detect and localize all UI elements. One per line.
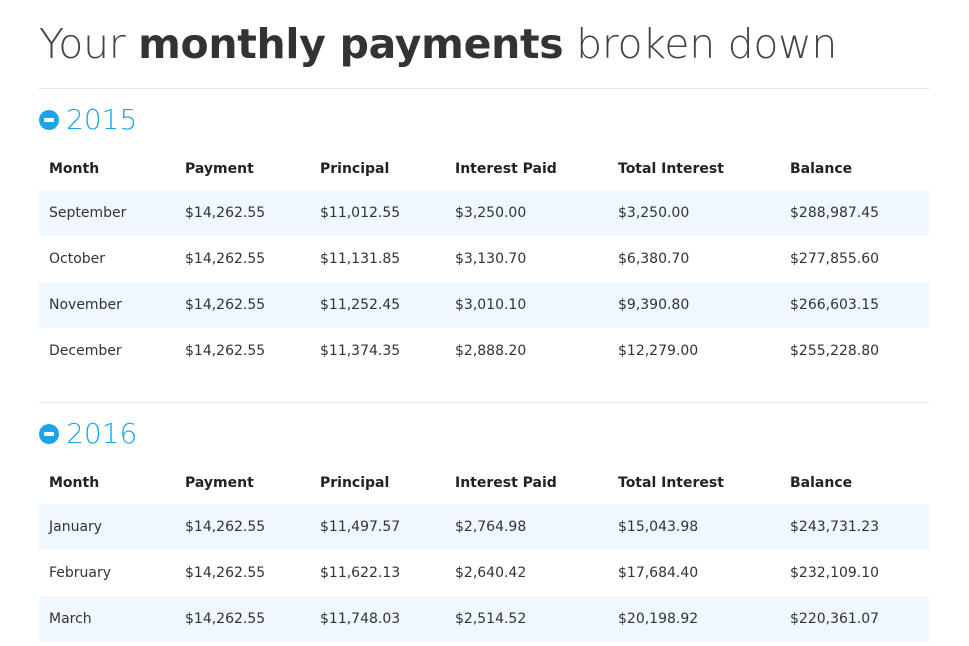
table-cell: $14,262.55 <box>175 282 310 328</box>
table-cell: $6,380.70 <box>618 251 690 267</box>
table-row: September $14,262.55 $11,012.55 $3,250.00 $3… <box>39 190 929 236</box>
table-cell: $277,855.60 <box>790 251 880 267</box>
table-row: January $14,262.55 $11,497.57 $2,764.98 $15,… <box>39 504 929 550</box>
table-cell: $11,622.13 <box>320 565 401 581</box>
table-cell: $11,252.45 <box>310 282 445 328</box>
payments-breakdown: Your monthly payments broken down 2015 Mo… <box>39 0 929 642</box>
column-header: Total Interest <box>618 161 724 177</box>
column-header: Payment <box>185 161 254 177</box>
table-cell: January <box>39 504 175 550</box>
table-cell: $220,361.07 <box>780 596 929 642</box>
title-bold: monthly payments <box>138 20 564 68</box>
table-cell: $14,262.55 <box>185 343 266 359</box>
column-header: Balance <box>790 475 853 491</box>
table-cell: $266,603.15 <box>780 282 929 328</box>
table-header-row: Month Payment Principal Interest Paid Total … <box>39 148 929 190</box>
table-cell: $15,043.98 <box>608 504 780 550</box>
year-sections: 2015 Month Payment Principal Interest Paid To… <box>39 103 929 642</box>
table-cell: $14,262.55 <box>175 190 310 236</box>
table-row: March $14,262.55 $11,748.03 $2,514.52 $20,19… <box>39 596 929 642</box>
section-divider <box>39 402 929 403</box>
table-cell: $3,130.70 <box>455 251 527 267</box>
year-label: 2015 <box>66 103 138 136</box>
year-section-2016: 2016 Month Payment Principal Interest Paid To… <box>39 402 929 642</box>
year-section-2015: 2015 Month Payment Principal Interest Paid To… <box>39 103 929 374</box>
title-suffix: broken down <box>563 20 838 68</box>
table-cell: February <box>49 565 112 581</box>
payments-table: Month Payment Principal Interest Paid Total … <box>39 148 929 374</box>
table-cell: $14,262.55 <box>185 251 266 267</box>
column-header: Balance <box>790 161 853 177</box>
table-row: November $14,262.55 $11,252.45 $3,010.10 $9,… <box>39 282 929 328</box>
year-toggle-2016[interactable]: 2016 <box>39 417 929 451</box>
table-cell: $3,010.10 <box>445 282 608 328</box>
year-label: 2016 <box>66 417 138 450</box>
table-cell: $9,390.80 <box>608 282 780 328</box>
table-cell: $2,764.98 <box>445 504 608 550</box>
table-cell: $11,374.35 <box>320 343 401 359</box>
table-cell: $2,888.20 <box>455 343 527 359</box>
title-prefix: Your <box>39 20 139 68</box>
table-cell: $3,250.00 <box>445 190 608 236</box>
column-header: Principal <box>320 161 390 177</box>
table-cell: March <box>39 596 175 642</box>
table-cell: $11,748.03 <box>310 596 445 642</box>
column-header: Interest Paid <box>455 475 557 491</box>
column-header: Month <box>49 475 100 491</box>
table-cell: $12,279.00 <box>618 343 699 359</box>
table-cell: $255,228.80 <box>790 343 880 359</box>
minus-circle-icon[interactable] <box>39 424 59 444</box>
table-row: October $14,262.55 $11,131.85 $3,130.70 $6,3… <box>39 236 929 282</box>
table-cell: November <box>39 282 175 328</box>
column-header: Principal <box>320 475 390 491</box>
table-cell: $14,262.55 <box>185 565 266 581</box>
column-header: Month <box>49 161 100 177</box>
table-row: December $14,262.55 $11,374.35 $2,888.20 $12… <box>39 328 929 374</box>
column-header: Total Interest <box>618 475 724 491</box>
table-cell: $3,250.00 <box>608 190 780 236</box>
table-row: February $14,262.55 $11,622.13 $2,640.42 $17… <box>39 550 929 596</box>
page-title: Your monthly payments broken down <box>39 0 929 70</box>
title-divider <box>39 88 929 89</box>
table-cell: $2,640.42 <box>455 565 527 581</box>
payments-table: Month Payment Principal Interest Paid Total … <box>39 462 929 642</box>
table-cell: $17,684.40 <box>618 565 699 581</box>
table-cell: October <box>49 251 106 267</box>
minus-circle-icon[interactable] <box>39 110 59 130</box>
table-cell: $20,198.92 <box>608 596 780 642</box>
column-header: Payment <box>185 475 254 491</box>
table-cell: $11,012.55 <box>310 190 445 236</box>
table-cell: $288,987.45 <box>780 190 929 236</box>
table-cell: $2,514.52 <box>445 596 608 642</box>
table-cell: $11,131.85 <box>320 251 401 267</box>
table-cell: December <box>49 343 122 359</box>
table-cell: September <box>39 190 175 236</box>
table-cell: $11,497.57 <box>310 504 445 550</box>
year-toggle-2015[interactable]: 2015 <box>39 103 929 137</box>
table-cell: $14,262.55 <box>175 596 310 642</box>
column-header: Interest Paid <box>455 161 557 177</box>
table-cell: $232,109.10 <box>790 565 880 581</box>
table-cell: $14,262.55 <box>175 504 310 550</box>
table-header-row: Month Payment Principal Interest Paid Total … <box>39 462 929 504</box>
table-cell: $243,731.23 <box>780 504 929 550</box>
